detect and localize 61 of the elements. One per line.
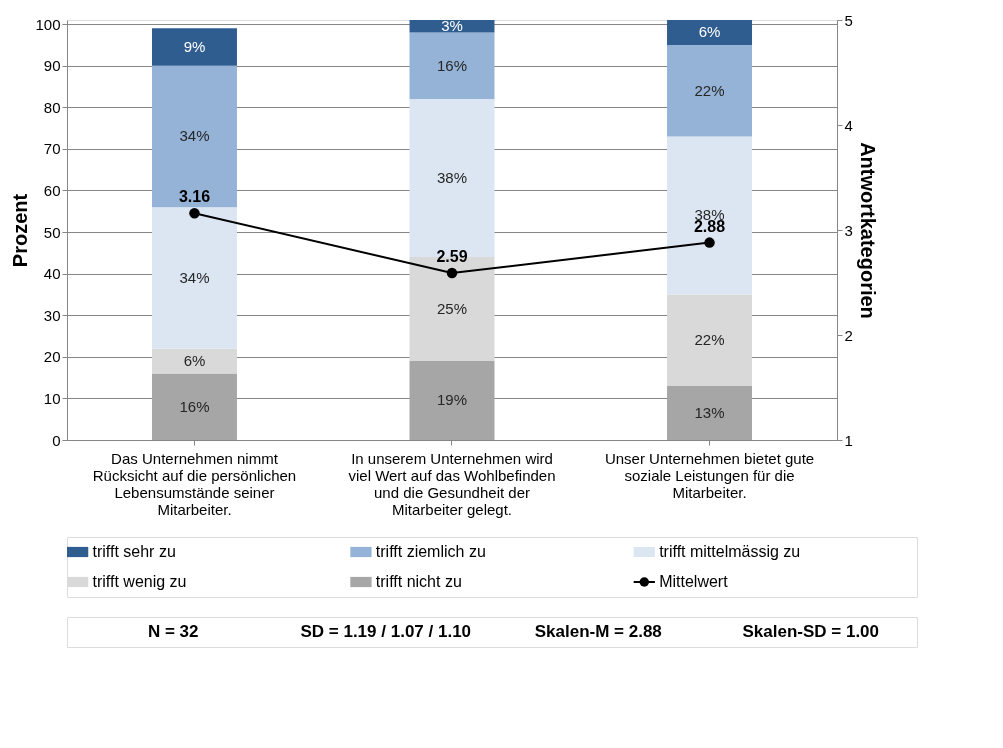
y-tick-label: 50 [43, 223, 61, 241]
y-tick-label: 80 [43, 98, 61, 116]
data-label: 3% [441, 17, 463, 35]
y-tick-label: 40 [43, 265, 61, 283]
text: Skalen-M = 2.88 [534, 622, 662, 641]
legend-label: trifft mittelmässig zu [659, 543, 801, 560]
legend-label: trifft ziemlich zu [375, 543, 486, 560]
y2-tick-label: 5 [844, 11, 853, 29]
bar [667, 44, 753, 137]
y-tick-label: 30 [43, 306, 61, 324]
data-label: 6% [183, 351, 206, 369]
point [189, 207, 200, 219]
bar [151, 28, 237, 66]
data-label: 34% [179, 127, 210, 145]
y-axis-title: Prozent [9, 193, 32, 268]
bar [667, 136, 753, 295]
bar [409, 32, 495, 100]
data-label: 38% [436, 169, 468, 187]
data-label: 16% [179, 397, 210, 415]
y2-tick-label: 4 [844, 116, 853, 134]
data-label: 9% [183, 38, 206, 56]
legend-label: trifft wenig zu [92, 573, 187, 590]
y-tick-label: 10 [43, 389, 61, 407]
x-tick-label: Das Unternehmen nimmt Rücksicht auf die persönlichen Lebensumstände seiner Mitarbeiter. [92, 449, 297, 518]
bar [151, 373, 237, 440]
data-label: 16% [436, 56, 468, 74]
y-tick-label: 70 [43, 140, 61, 158]
bar [151, 207, 237, 349]
bar [667, 20, 753, 45]
y-tick-label: 0 [52, 431, 61, 449]
data-label: 22% [694, 331, 725, 349]
data-label: 22% [694, 81, 725, 99]
legend-label: trifft sehr zu [92, 543, 176, 560]
bar [667, 385, 753, 440]
data-label: 19% [436, 391, 468, 409]
x-tick-label: In unserem Unternehmen wird viel Wert auf das Wohlbefinden und die Gesundheit der Mitarbeiter gelegt. [348, 449, 556, 518]
bar [667, 294, 753, 386]
text: Skalen-SD = 1.00 [742, 622, 880, 641]
y-tick-label: 20 [43, 348, 61, 366]
bar [151, 65, 237, 208]
y-tick-label: 90 [43, 57, 61, 75]
data-label: 6% [698, 23, 721, 41]
text: SD = 1.19 / 1.07 / 1.10 [300, 622, 472, 641]
legend-label: Mittelwert [659, 573, 729, 590]
y2-tick-label: 2 [844, 326, 853, 344]
data-label: 13% [694, 403, 725, 421]
x-tick-label: Unser Unternehmen bietet gute soziale Leistungen für die Mitarbeiter. [604, 449, 815, 501]
y2-axis-title: Antwortkategorien [856, 142, 879, 319]
y2-tick-label: 3 [844, 221, 853, 239]
data-label: 3.16 [178, 188, 211, 206]
y-tick-label: 100 [35, 15, 61, 33]
data-label: 34% [179, 268, 210, 286]
data-label: 2.59 [436, 248, 468, 266]
data-label: 25% [436, 300, 468, 318]
y-tick-label: 60 [43, 182, 61, 199]
point [446, 267, 458, 279]
point [704, 237, 715, 248]
text: N = 32 [147, 622, 199, 641]
legend-label: trifft nicht zu [375, 573, 462, 590]
y2-tick-label: 1 [844, 431, 853, 449]
bar [409, 360, 495, 440]
